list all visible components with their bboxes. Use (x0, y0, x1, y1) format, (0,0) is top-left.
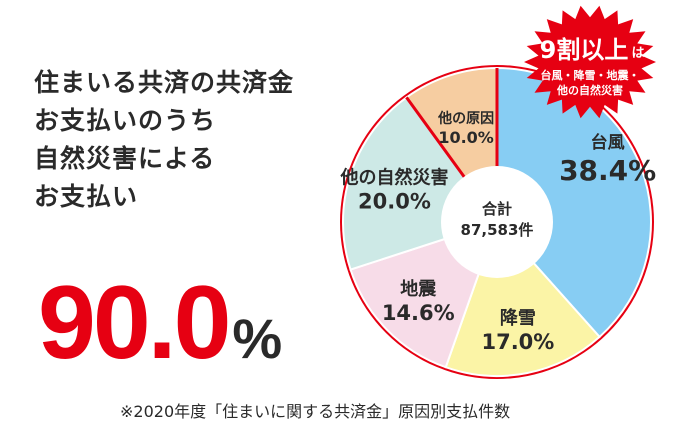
heading-line-2: お支払いのうち (34, 106, 217, 135)
badge-suffix-text: は (631, 46, 644, 61)
center-label-title: 合計 (481, 200, 512, 218)
slice-value-label-1: 38.4% (559, 154, 656, 187)
slice-name-label-3: 地震 (400, 278, 437, 300)
footnote: ※2020年度「住まいに関する共済金」原因別支払件数 (120, 402, 511, 421)
badge-starburst (524, 5, 656, 119)
badge-main-text: 9割以上 (540, 36, 629, 64)
slice-name-label-4: 他の自然災害 (339, 166, 448, 188)
heading-line-1: 住まいる共済の共済金 (34, 68, 295, 97)
highlight-value: 90.0 (38, 265, 231, 381)
slice-value-label-5: 10.0% (438, 128, 494, 147)
heading-line-4: お支払い (34, 182, 139, 211)
heading: 住まいる共済の共済金 お支払いのうち 自然災害による お支払い (34, 64, 364, 216)
center-label-total: 87,583件 (461, 221, 534, 239)
badge-line-1: 台風・降雪・地震・ (541, 68, 640, 82)
slice-name-label-2: 降雪 (500, 307, 536, 329)
highlight-percentage: 90.0% (38, 264, 282, 383)
highlight-unit: % (232, 307, 283, 370)
badge-line-2: 他の自然災害 (556, 83, 623, 97)
pie-center-hole (441, 166, 553, 278)
heading-line-3: 自然災害による (34, 144, 216, 173)
slice-value-label-4: 20.0% (358, 189, 431, 213)
slice-value-label-2: 17.0% (481, 330, 554, 354)
slice-value-label-3: 14.6% (382, 301, 455, 325)
slice-name-label-1: 台風 (591, 132, 625, 153)
slice-name-label-5: 他の原因 (437, 110, 494, 127)
